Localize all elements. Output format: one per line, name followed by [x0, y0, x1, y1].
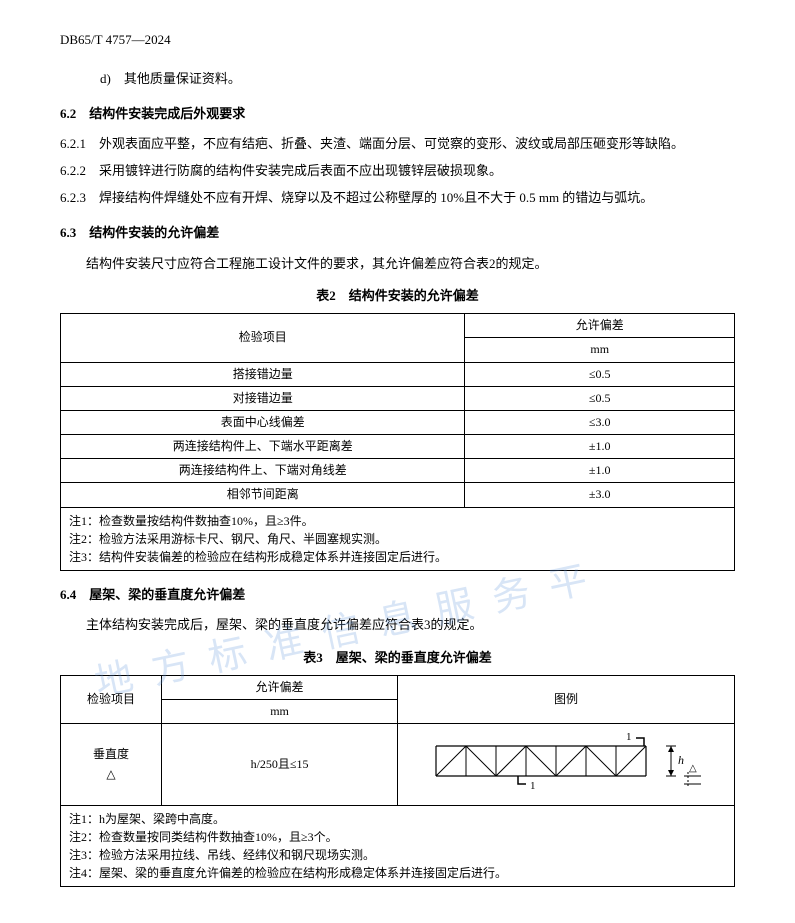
table2-head-tol: 允许偏差 — [465, 314, 735, 338]
diagram-label-h: h — [678, 753, 684, 767]
table2-head-unit: mm — [465, 338, 735, 362]
t2-cell: 表面中心线偏差 — [61, 410, 465, 434]
t2-cell: ±1.0 — [465, 459, 735, 483]
t2-cell: 两连接结构件上、下端水平距离差 — [61, 435, 465, 459]
table-row: 表面中心线偏差≤3.0 — [61, 410, 735, 434]
table3-head-diagram: 图例 — [397, 676, 734, 724]
table-row: 搭接错边量≤0.5 — [61, 362, 735, 386]
table3-notes: 注1：h为屋架、梁跨中高度。 注2：检查数量按同类结构件数抽查10%，且≥3个。… — [61, 805, 735, 886]
t3-tol-cell: h/250且≤15 — [162, 724, 398, 805]
para-6-2-2: 6.2.2 采用镀锌进行防腐的结构件安装完成后表面不应出现镀锌层破损现象。 — [60, 161, 735, 182]
table3-head-unit: mm — [162, 700, 398, 724]
table-row: 垂直度 △ h/250且≤15 — [61, 724, 735, 805]
t2-cell: 搭接错边量 — [61, 362, 465, 386]
table-row: 两连接结构件上、下端对角线差±1.0 — [61, 459, 735, 483]
t3-diagram-cell: 1 1 h △ — [397, 724, 734, 805]
table2-notes: 注1：检查数量按结构件数抽查10%，且≥3件。 注2：检验方法采用游标卡尺、钢尺… — [61, 507, 735, 570]
table2-head-item: 检验项目 — [61, 314, 465, 362]
table-row: 对接错边量≤0.5 — [61, 386, 735, 410]
t2-cell: ±3.0 — [465, 483, 735, 507]
t2-cell: 相邻节间距离 — [61, 483, 465, 507]
para-6-4-intro: 主体结构安装完成后，屋架、梁的垂直度允许偏差应符合表3的规定。 — [60, 615, 735, 636]
t2-cell: ±1.0 — [465, 435, 735, 459]
truss-diagram-icon: 1 1 h △ — [426, 726, 706, 796]
t2-cell: ≤3.0 — [465, 410, 735, 434]
t2-cell: ≤0.5 — [465, 386, 735, 410]
header-code: DB65/T 4757—2024 — [60, 30, 735, 51]
section-6-4-title: 6.4 屋架、梁的垂直度允许偏差 — [60, 585, 735, 606]
diagram-label-1-top: 1 — [626, 731, 632, 743]
diagram-label-1-bot: 1 — [530, 780, 536, 792]
table2-caption: 表2 结构件安装的允许偏差 — [60, 286, 735, 307]
table3-head-item: 检验项目 — [61, 676, 162, 724]
t2-cell: 对接错边量 — [61, 386, 465, 410]
para-6-2-3: 6.2.3 焊接结构件焊缝处不应有开焊、烧穿以及不超过公称壁厚的 10%且不大于… — [60, 188, 735, 209]
item-d-text: d) 其他质量保证资料。 — [100, 69, 735, 90]
table2: 检验项目 允许偏差 mm 搭接错边量≤0.5 对接错边量≤0.5 表面中心线偏差… — [60, 313, 735, 571]
table-row: 相邻节间距离±3.0 — [61, 483, 735, 507]
para-6-2-1: 6.2.1 外观表面应平整，不应有结疤、折叠、夹渣、端面分层、可觉察的变形、波纹… — [60, 134, 735, 155]
table3-caption: 表3 屋架、梁的垂直度允许偏差 — [60, 648, 735, 669]
section-6-3-title: 6.3 结构件安装的允许偏差 — [60, 223, 735, 244]
table3: 检验项目 允许偏差 图例 mm 垂直度 △ h/250且≤15 — [60, 675, 735, 887]
t3-item-cell: 垂直度 △ — [61, 724, 162, 805]
table3-head-tol: 允许偏差 — [162, 676, 398, 700]
table-row: 两连接结构件上、下端水平距离差±1.0 — [61, 435, 735, 459]
section-6-2-title: 6.2 结构件安装完成后外观要求 — [60, 104, 735, 125]
para-6-3-intro: 结构件安装尺寸应符合工程施工设计文件的要求，其允许偏差应符合表2的规定。 — [60, 254, 735, 275]
t2-cell: ≤0.5 — [465, 362, 735, 386]
t2-cell: 两连接结构件上、下端对角线差 — [61, 459, 465, 483]
diagram-label-delta: △ — [689, 763, 697, 774]
